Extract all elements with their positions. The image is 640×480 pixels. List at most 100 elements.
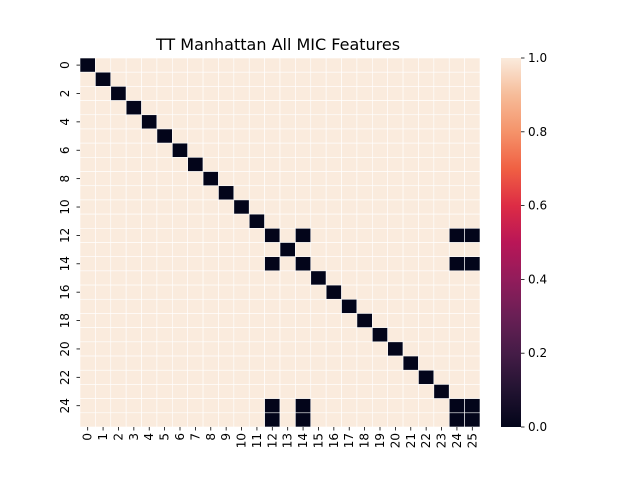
heatmap-cell: [325, 270, 342, 286]
heatmap-cell: [218, 313, 235, 328]
heatmap-cell: [264, 185, 281, 201]
heatmap-cell: [341, 100, 358, 116]
heatmap-cell: [448, 185, 465, 201]
x-tick-label: 11: [250, 433, 264, 448]
heatmap-cell: [372, 412, 388, 428]
x-tick-label: 6: [173, 433, 187, 441]
heatmap-cell: [248, 228, 265, 243]
heatmap-cell: [264, 384, 281, 399]
heatmap-cell: [233, 157, 250, 172]
heatmap-cell: [295, 341, 312, 357]
heatmap-cell: [218, 256, 235, 272]
heatmap-cell: [172, 86, 188, 101]
heatmap-cell: [233, 213, 250, 229]
heatmap-cell: [418, 398, 435, 414]
heatmap-cell: [187, 355, 204, 371]
heatmap-cell: [95, 284, 112, 300]
heatmap-cell: [325, 114, 342, 130]
heatmap-cell: [187, 384, 204, 399]
heatmap-cell: [187, 313, 204, 328]
heatmap-cell: [372, 341, 388, 357]
x-tick-label: 18: [358, 433, 372, 448]
x-tick-label: 23: [435, 433, 449, 448]
heatmap-cell: [125, 185, 142, 201]
heatmap-cell: [356, 355, 373, 371]
heatmap-cell: [202, 185, 219, 201]
heatmap-cell: [110, 114, 127, 130]
x-tick-label: 19: [373, 433, 387, 448]
heatmap-cell: [341, 57, 358, 73]
heatmap-cell: [95, 355, 112, 371]
heatmap-cell: [141, 128, 158, 144]
heatmap-cell: [387, 412, 404, 428]
heatmap-cell: [356, 199, 373, 215]
heatmap-cell: [372, 157, 388, 172]
heatmap-cell: [202, 256, 219, 272]
heatmap-cell: [95, 114, 112, 130]
heatmap-cell: [125, 398, 142, 414]
heatmap-cell: [110, 355, 127, 371]
x-tick-label: 2: [111, 433, 125, 441]
heatmap-cell: [418, 199, 435, 215]
heatmap-cell: [233, 128, 250, 144]
heatmap-cell: [156, 369, 173, 385]
heatmap-cell: [172, 57, 188, 73]
heatmap-cell: [356, 142, 373, 158]
heatmap-cell: [356, 57, 373, 73]
heatmap-cell: [95, 270, 112, 286]
heatmap-cell: [402, 142, 419, 158]
heatmap-cell: [79, 327, 96, 343]
heatmap-cell: [341, 86, 358, 101]
x-tick-label: 25: [465, 433, 479, 448]
heatmap-cell: [248, 128, 265, 144]
heatmap-cell: [448, 384, 465, 399]
heatmap-cell: [79, 199, 96, 215]
heatmap-cell: [387, 398, 404, 414]
heatmap-cell: [187, 213, 204, 229]
heatmap-cell: [233, 341, 250, 357]
heatmap-cell: [202, 341, 219, 357]
x-tick-label: 8: [204, 433, 218, 441]
heatmap-cell: [125, 228, 142, 243]
heatmap-cell: [95, 398, 112, 414]
heatmap-cell: [218, 355, 235, 371]
heatmap-cell: [433, 256, 450, 272]
heatmap-cell: [125, 242, 142, 257]
heatmap-cell: [356, 256, 373, 272]
heatmap-cell: [248, 270, 265, 286]
heatmap-cell: [79, 284, 96, 300]
heatmap-cell: [464, 398, 481, 414]
heatmap-cell: [295, 228, 312, 243]
heatmap-cell: [387, 213, 404, 229]
heatmap-cell: [279, 114, 296, 130]
heatmap-cell: [125, 327, 142, 343]
heatmap-cell: [402, 398, 419, 414]
heatmap-cell: [248, 157, 265, 172]
heatmap-cell: [156, 71, 173, 87]
heatmap-cell: [372, 298, 388, 314]
heatmap-cell: [141, 398, 158, 414]
heatmap-cell: [156, 242, 173, 257]
heatmap-cell: [187, 171, 204, 187]
heatmap-cell: [95, 384, 112, 399]
heatmap-cell: [187, 142, 204, 158]
heatmap-cell: [279, 142, 296, 158]
heatmap-cell: [387, 185, 404, 201]
heatmap-cell: [172, 142, 188, 158]
heatmap-cell: [341, 213, 358, 229]
heatmap-cell: [418, 228, 435, 243]
heatmap-cell: [248, 398, 265, 414]
heatmap-cell: [141, 114, 158, 130]
heatmap-cell: [141, 412, 158, 428]
heatmap-cell: [248, 86, 265, 101]
heatmap-cell: [156, 412, 173, 428]
heatmap-cell: [248, 412, 265, 428]
heatmap-cell: [402, 100, 419, 116]
heatmap-cell: [295, 256, 312, 272]
heatmap-cell: [218, 157, 235, 172]
heatmap-cell: [356, 398, 373, 414]
heatmap-cell: [356, 341, 373, 357]
heatmap-cell: [125, 341, 142, 357]
colorbar-ticks: 0.0 0.2 0.4 0.6 0.8 1.0: [521, 51, 547, 434]
heatmap-cell: [187, 242, 204, 257]
